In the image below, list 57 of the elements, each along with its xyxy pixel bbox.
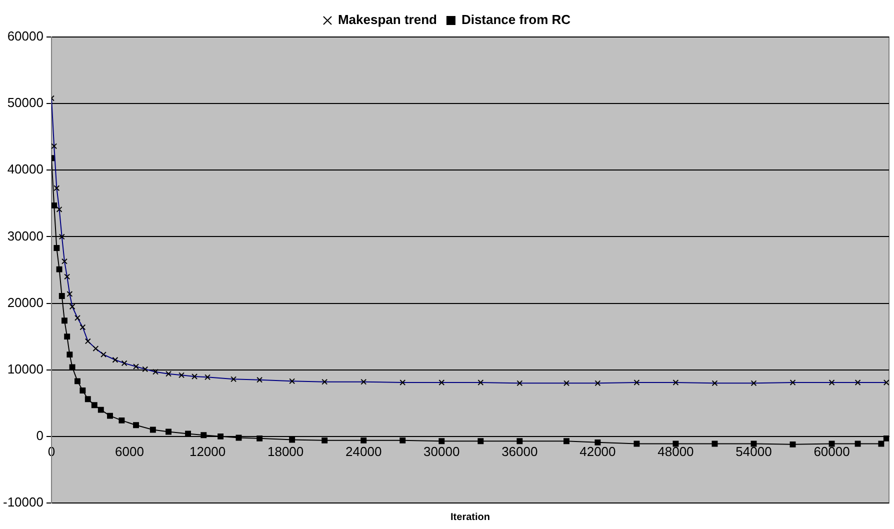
point <box>56 266 62 272</box>
point <box>289 436 296 443</box>
y-tick-label: 50000 <box>7 95 44 110</box>
x-tick-label: 42000 <box>580 444 616 459</box>
x-tick-label: 48000 <box>658 444 694 459</box>
point <box>438 438 445 444</box>
point <box>66 352 73 358</box>
point <box>133 422 139 428</box>
point <box>672 440 679 447</box>
y-tick-label: 10000 <box>7 361 44 376</box>
y-tick-label: 20000 <box>7 294 44 310</box>
point <box>854 440 861 447</box>
x-tick-label: 54000 <box>736 444 772 459</box>
point <box>74 378 80 384</box>
point <box>91 402 98 408</box>
point <box>54 245 60 252</box>
point <box>594 439 601 446</box>
point <box>400 437 406 444</box>
point <box>790 441 796 448</box>
y-tick-label: -10000 <box>2 494 44 510</box>
legend-label: Makespan trend <box>338 12 438 28</box>
point <box>166 428 172 435</box>
point <box>516 438 523 444</box>
point <box>478 438 484 444</box>
point <box>98 406 104 413</box>
legend-label: Distance from RC <box>461 12 572 28</box>
point <box>107 412 113 419</box>
point <box>218 433 224 440</box>
x-tick-label: 60000 <box>814 444 850 459</box>
point <box>58 292 65 299</box>
x-tick-label: 24000 <box>346 444 382 459</box>
point <box>84 396 91 402</box>
y-tick-label: 60000 <box>7 28 44 44</box>
point <box>883 435 889 442</box>
x-tick-label: 30000 <box>424 444 460 459</box>
point <box>322 437 328 444</box>
point <box>118 417 125 424</box>
point <box>62 318 68 324</box>
point <box>51 202 58 208</box>
x-tick-label: 36000 <box>502 444 538 459</box>
y-tick-label: 0 <box>36 428 44 444</box>
x-tick-label: 18000 <box>267 444 304 459</box>
point <box>200 432 207 438</box>
point <box>634 440 640 447</box>
y-tick-label: 40000 <box>7 162 44 177</box>
point <box>64 334 70 340</box>
point <box>150 426 156 433</box>
point <box>564 438 570 444</box>
x-tick-label: 6000 <box>115 444 144 459</box>
point <box>878 440 884 447</box>
x-axis-title: Iteration <box>450 512 490 523</box>
y-tick-label: 30000 <box>7 228 44 244</box>
point <box>80 388 86 394</box>
x-tick-label: 12000 <box>189 444 226 459</box>
point <box>256 435 263 442</box>
point <box>828 440 835 447</box>
point <box>360 437 367 444</box>
